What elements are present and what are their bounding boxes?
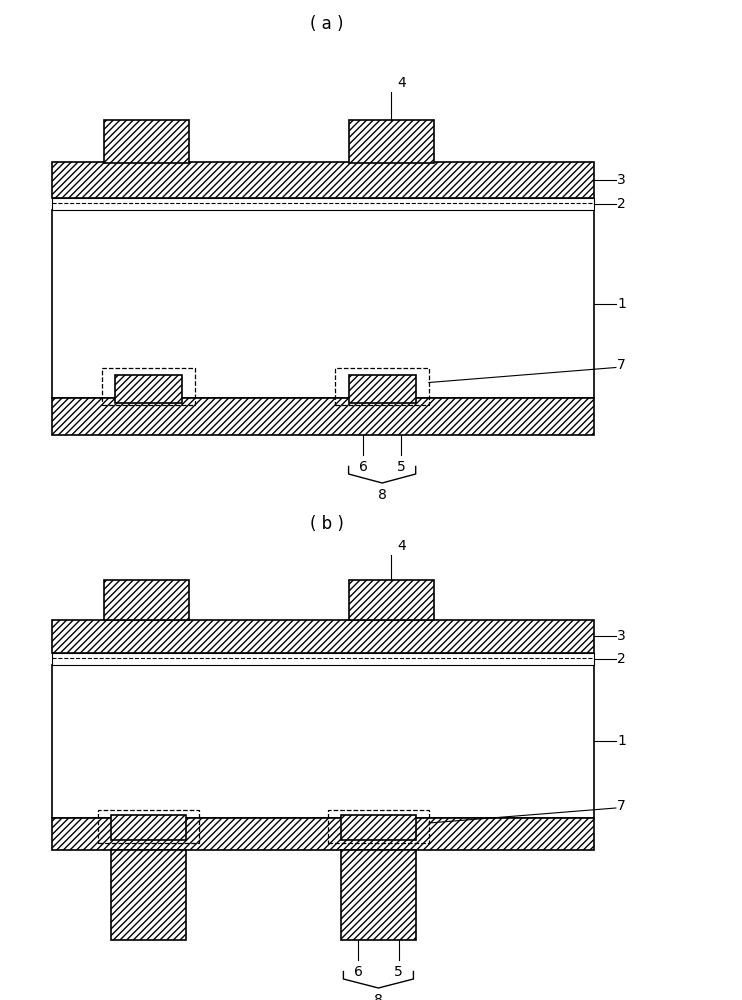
Text: 3: 3 [617, 629, 626, 643]
Bar [111, 850, 186, 940]
Text: 4: 4 [398, 76, 406, 90]
Text: 5: 5 [394, 965, 403, 979]
Text: 7: 7 [617, 798, 626, 812]
Bar [52, 210, 594, 397]
Text: 1: 1 [617, 297, 626, 311]
Bar [349, 375, 416, 402]
Bar [98, 810, 199, 842]
Text: 7: 7 [617, 358, 626, 372]
Bar [341, 850, 416, 940]
Bar [102, 367, 195, 405]
Bar [349, 120, 434, 162]
Text: ( b ): ( b ) [309, 515, 344, 533]
Text: 4: 4 [398, 538, 406, 552]
Text: 3: 3 [617, 173, 626, 187]
Text: 8: 8 [378, 488, 387, 502]
Bar [52, 198, 594, 210]
Bar [52, 652, 594, 665]
Text: 1: 1 [617, 734, 626, 748]
Text: 8: 8 [374, 993, 383, 1000]
Text: 6: 6 [354, 965, 363, 979]
Text: 2: 2 [617, 197, 626, 211]
Bar [111, 815, 186, 840]
Bar [52, 818, 594, 850]
Bar [52, 397, 594, 435]
Text: 5: 5 [396, 460, 405, 474]
Text: 2: 2 [617, 652, 626, 666]
Bar [349, 580, 434, 620]
Bar [341, 815, 416, 840]
Text: ( a ): ( a ) [309, 15, 344, 33]
Bar [328, 810, 429, 842]
Text: 6: 6 [359, 460, 368, 474]
Bar [52, 665, 594, 818]
Bar [335, 367, 429, 405]
Bar [115, 375, 182, 402]
Bar [52, 162, 594, 198]
Bar [52, 620, 594, 652]
Bar [104, 580, 189, 620]
Bar [104, 120, 189, 162]
